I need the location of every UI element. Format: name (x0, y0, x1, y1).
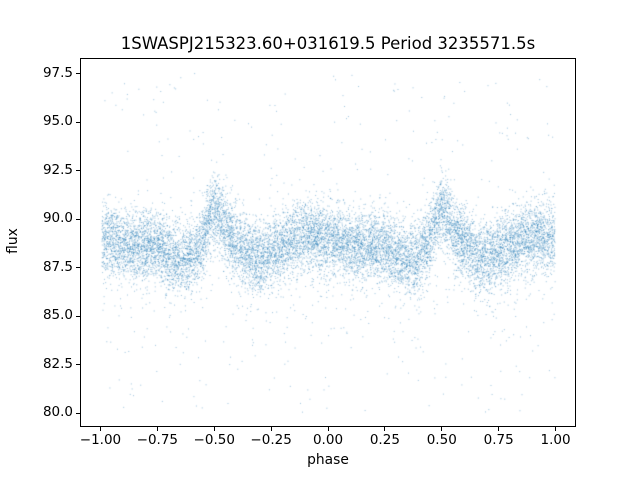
x-tick-mark (99, 427, 101, 431)
x-tick-label: −0.75 (136, 432, 179, 448)
x-tick-mark (213, 427, 215, 431)
x-tick-label: 0.00 (312, 432, 344, 448)
x-axis-label: phase (307, 452, 349, 468)
x-tick-label: −1.00 (79, 432, 122, 448)
x-tick-mark (441, 427, 443, 431)
y-tick-mark (76, 170, 80, 172)
y-tick-mark (76, 315, 80, 317)
plot-area (80, 58, 576, 427)
y-tick-label: 95.0 (42, 113, 73, 130)
x-tick-mark (555, 427, 557, 431)
x-tick-label: 0.50 (426, 432, 457, 448)
x-tick-label: −0.50 (193, 432, 235, 448)
y-tick-label: 97.5 (42, 64, 73, 81)
y-tick-label: 87.5 (42, 258, 73, 275)
y-tick-label: 90.0 (42, 210, 73, 227)
y-tick-mark (76, 364, 80, 366)
y-tick-mark (76, 121, 80, 123)
y-tick-label: 82.5 (42, 355, 73, 372)
x-tick-mark (327, 427, 329, 431)
x-tick-label: −0.25 (250, 432, 292, 448)
y-tick-mark (76, 412, 80, 414)
y-axis-label: flux (5, 228, 21, 254)
y-tick-label: 85.0 (42, 307, 73, 324)
x-tick-label: 0.75 (483, 432, 514, 448)
y-tick-mark (76, 73, 80, 75)
y-tick-mark (76, 218, 80, 220)
x-tick-mark (384, 427, 386, 431)
x-tick-mark (270, 427, 272, 431)
y-tick-mark (76, 267, 80, 269)
y-tick-label: 92.5 (42, 161, 73, 178)
chart-title: 1SWASPJ215323.60+031619.5 Period 3235571… (120, 34, 536, 53)
y-tick-label: 80.0 (42, 404, 73, 421)
x-tick-label: 1.00 (540, 432, 571, 448)
x-tick-mark (156, 427, 158, 431)
x-tick-mark (498, 427, 500, 431)
x-tick-label: 0.25 (369, 432, 400, 448)
scatter-points-canvas (81, 59, 575, 426)
